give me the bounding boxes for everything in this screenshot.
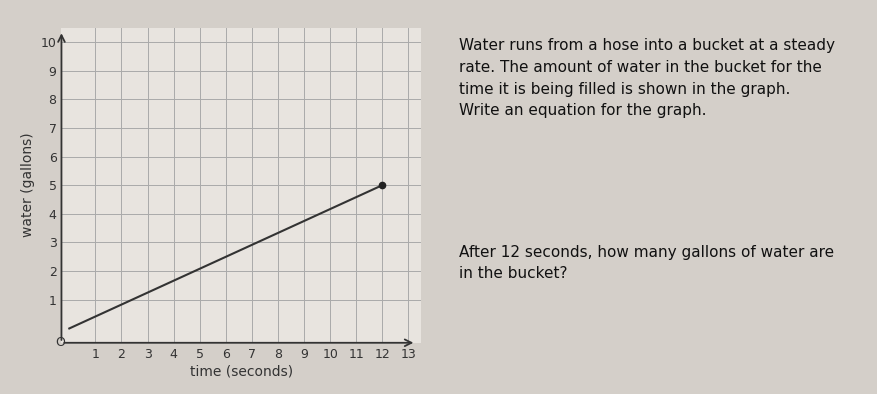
Text: Water runs from a hose into a bucket at a steady
rate. The amount of water in th: Water runs from a hose into a bucket at … [459, 39, 834, 118]
X-axis label: time (seconds): time (seconds) [189, 365, 293, 379]
Text: O: O [55, 336, 65, 349]
Text: After 12 seconds, how many gallons of water are
in the bucket?: After 12 seconds, how many gallons of wa… [459, 245, 833, 281]
Y-axis label: water (gallons): water (gallons) [21, 133, 35, 238]
